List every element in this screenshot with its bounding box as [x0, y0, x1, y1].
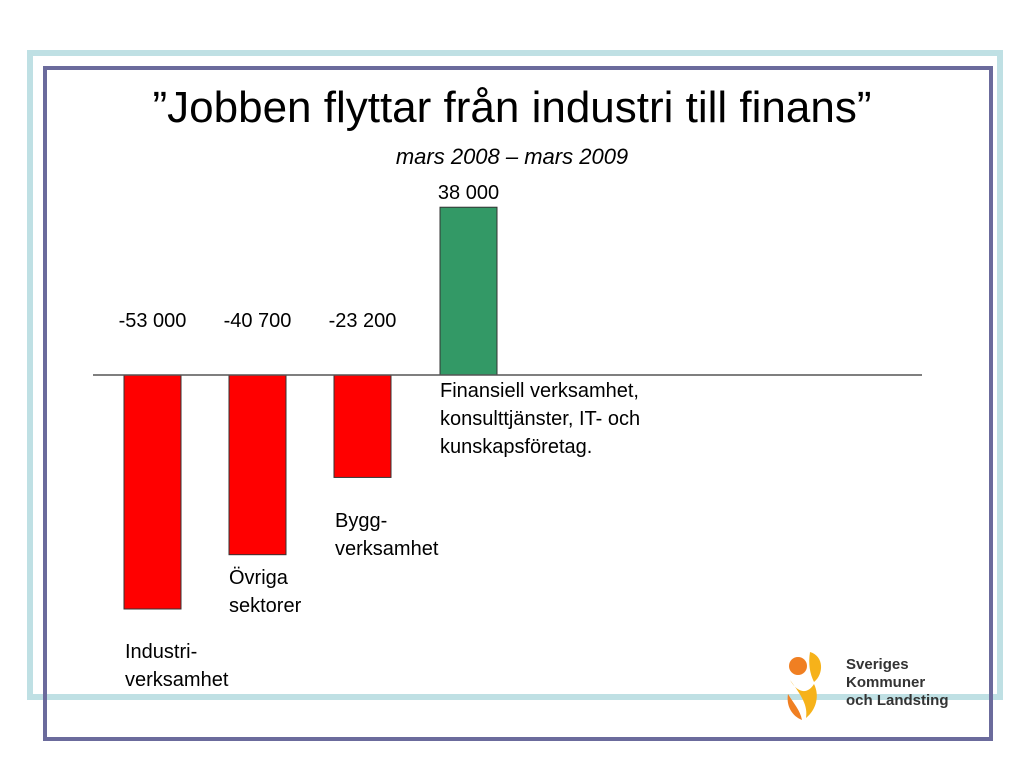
value-label-0: -53 000 [119, 310, 187, 332]
bar-0 [123, 374, 182, 610]
category-label-0: Industri-verksamhet [125, 641, 229, 691]
category-label-2: Bygg-verksamhet [335, 510, 439, 560]
category-label-2-line-1: verksamhet [335, 538, 439, 560]
bar-2 [333, 374, 392, 478]
value-label-2: -23 200 [329, 310, 397, 332]
category-label-3-line-1: konsulttjänster, IT- och [440, 408, 640, 430]
bar-3 [439, 206, 498, 376]
logo-line-3: och Landsting [846, 692, 949, 709]
labels-group: -53 000 Industri-verksamhet -40 700 Övriga s… [119, 182, 641, 691]
category-label-0-line-0: Industri- [125, 641, 197, 663]
slide-subtitle: mars 2008 – mars 2009 [395, 144, 629, 169]
value-label-1: -40 700 [224, 310, 292, 332]
bar-1 [228, 374, 287, 556]
skl-figure-logo-icon [787, 652, 822, 720]
logo-line-1: Sveriges [846, 656, 909, 673]
category-label-2-line-0: Bygg- [335, 510, 387, 532]
organization-logo: Sveriges Kommuner och Landsting [780, 644, 980, 724]
outer-frame [27, 50, 1003, 700]
logo-wordmark: Sveriges Kommuner och Landsting [846, 656, 949, 710]
value-label-3: 38 000 [438, 182, 499, 204]
inner-frame [43, 66, 993, 741]
category-label-3-line-0: Finansiell verksamhet, [440, 380, 639, 402]
category-label-0-line-1: verksamhet [125, 669, 229, 691]
category-label-1-line-0: Övriga [229, 567, 289, 589]
category-label-1: Övriga sektorer [229, 567, 302, 617]
category-label-3: Finansiell verksamhet, konsulttjänster, I… [440, 380, 640, 458]
logo-line-2: Kommuner [846, 674, 926, 691]
category-label-3-line-2: kunskapsföretag. [440, 436, 592, 458]
category-label-1-line-1: sektorer [229, 595, 302, 617]
slide-title: ”Jobben flyttar från industri till finan… [152, 83, 872, 132]
